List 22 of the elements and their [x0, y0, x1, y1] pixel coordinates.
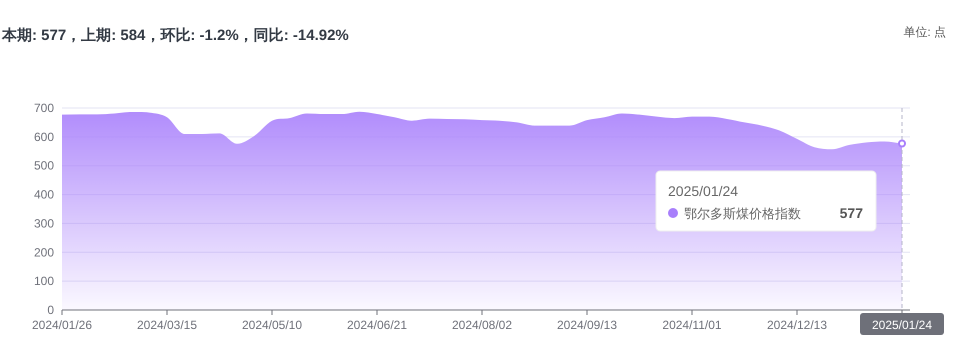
y-tick-label: 100 — [34, 274, 54, 288]
annotation: 577 — [840, 205, 864, 221]
x-tick-label: 2024/05/10 — [242, 318, 302, 332]
y-tick-label: 200 — [34, 245, 54, 260]
x-tick-label: 2024/11/01 — [662, 318, 722, 332]
x-tick-label: 2024/09/13 — [556, 318, 618, 332]
y-tick-label: 700 — [34, 101, 54, 115]
x-tick-label: 2024/03/15 — [136, 318, 198, 332]
y-tick-label: 0 — [47, 303, 54, 317]
y-tick-label: 500 — [34, 158, 54, 173]
legend-label: 鄂尔多斯煤价格指数 — [684, 206, 801, 221]
chart-title: 本期: 577，上期: 584，环比: -1.2%，同比: -14.92% — [1, 27, 349, 44]
x-tick-label: 2024/12/13 — [766, 318, 828, 332]
y-tick-label: 400 — [34, 188, 54, 202]
annotation: 2025/01/24 — [668, 183, 738, 199]
x-tick-label: 2025/01/24 — [872, 318, 932, 332]
x-tick-label: 2024/01/26 — [32, 318, 92, 332]
text: 单位: 点 — [903, 25, 946, 39]
y-tick-label: 300 — [34, 216, 54, 230]
x-tick-label: 2024/06/21 — [346, 318, 408, 332]
x-tick-label: 2024/08/02 — [452, 318, 512, 332]
y-tick-label: 600 — [34, 130, 54, 144]
